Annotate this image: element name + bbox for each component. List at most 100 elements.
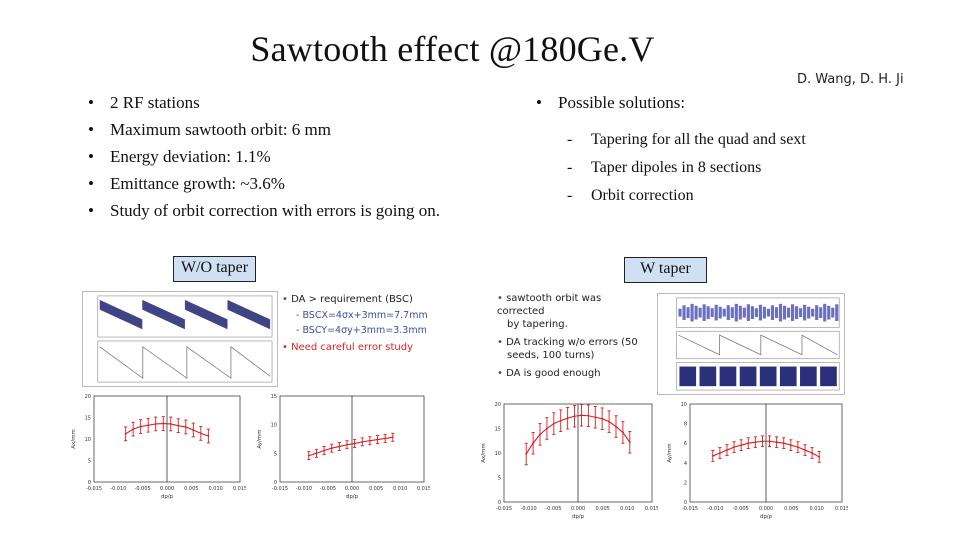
data-point xyxy=(782,442,785,445)
y-axis-label: Ax/mm xyxy=(71,429,77,449)
data-point xyxy=(718,452,721,454)
bullet-icon: • xyxy=(88,174,94,193)
orbit-bar xyxy=(714,304,718,321)
y-axis-label: Ay/mm xyxy=(257,429,263,448)
orbit-bar xyxy=(702,304,706,321)
data-point xyxy=(726,449,728,451)
slide-title: Sawtooth effect @180Ge.V xyxy=(250,29,655,69)
data-point xyxy=(775,441,778,444)
data-point xyxy=(147,424,150,427)
note-main: DA > requirement (BSC) xyxy=(291,294,413,305)
w-taper-label: W taper xyxy=(624,257,707,283)
orbit-bar xyxy=(742,307,746,318)
x-axis-label: dp/p xyxy=(572,514,585,520)
data-point xyxy=(559,419,562,422)
data-point xyxy=(754,441,757,444)
orbit-bar xyxy=(831,307,835,318)
orbit-bar xyxy=(803,304,807,321)
orbit-bar xyxy=(795,306,799,319)
wo-taper-orbit-plot xyxy=(82,291,278,387)
x-tick-label: 0.000 xyxy=(160,486,174,492)
x-tick-label: -0.005 xyxy=(320,486,336,492)
y-tick-label: 0 xyxy=(498,500,501,506)
orbit-bar xyxy=(766,308,771,317)
bullet-icon: • xyxy=(88,147,94,166)
x-tick-label: 0.015 xyxy=(645,506,658,512)
data-point xyxy=(768,440,771,443)
orbit-bar xyxy=(722,308,726,317)
data-point xyxy=(797,446,799,449)
solution-item: - Taper dipoles in 8 sections xyxy=(567,156,806,184)
orbit-bar xyxy=(754,308,758,318)
wo-taper-da-x-chart: -0.015 -0.010 -0.005 0.000 0.005 0.010 0.015 0 5… xyxy=(71,394,246,500)
x-tick-label: 0.000 xyxy=(759,506,773,512)
orbit-bar xyxy=(686,307,690,319)
orbit-bar xyxy=(738,305,742,320)
y-tick-label: 5 xyxy=(88,459,91,465)
data-point xyxy=(733,446,735,449)
x-tick-label: -0.005 xyxy=(733,506,749,512)
orbit-bar xyxy=(827,305,831,320)
note-seeds: seeds, 100 turns) xyxy=(507,350,595,361)
y-tick-label: 0 xyxy=(88,480,91,486)
energy-deviation-trace xyxy=(99,346,271,379)
solutions-list: - Tapering for all the quad and sext - Tap… xyxy=(567,128,806,212)
orbit-bar xyxy=(811,308,815,317)
left-bullet-item: • Study of orbit correction with errors i… xyxy=(88,201,441,220)
series-line xyxy=(308,436,393,457)
y-axis-label: Ax/mm xyxy=(481,443,487,463)
x-tick-label: 0.010 xyxy=(810,506,824,512)
y-tick-label: 0 xyxy=(684,500,687,506)
y-tick-label: 20 xyxy=(85,394,91,400)
data-point xyxy=(391,436,394,439)
solution-item: - Orbit correction xyxy=(567,184,806,212)
data-point xyxy=(353,442,356,445)
orbit-bar xyxy=(823,303,827,322)
left-bullet-item: • Maximum sawtooth orbit: 6 mm xyxy=(88,120,331,139)
y-tick-label: 20 xyxy=(495,402,501,408)
data-point xyxy=(566,417,569,420)
dipole-section xyxy=(679,366,697,387)
bullet-icon: • xyxy=(88,93,94,112)
x-tick-label: 0.015 xyxy=(417,486,430,492)
dipole-section xyxy=(759,366,777,387)
data-point xyxy=(615,425,617,428)
bullet-icon: • xyxy=(88,120,94,139)
data-point xyxy=(368,439,371,442)
orbit-bar xyxy=(815,305,819,320)
orbit-bar xyxy=(819,307,823,319)
note-corrected: sawtooth orbit was corrected xyxy=(497,293,602,317)
data-point xyxy=(804,449,806,451)
data-point xyxy=(761,440,764,443)
orbit-bar xyxy=(718,306,722,319)
left-bullet-item: • Emittance growth: ~3.6% xyxy=(88,174,285,193)
dipole-section xyxy=(739,366,757,387)
note-da-tracking: DA tracking w/o errors (50 xyxy=(506,337,638,348)
y-tick-label: 10 xyxy=(681,402,687,408)
orbit-bar xyxy=(698,307,702,318)
orbit-bar xyxy=(730,307,734,319)
x-tick-label: -0.010 xyxy=(521,506,537,512)
x-tick-label: 0.010 xyxy=(209,486,223,492)
series-line xyxy=(125,422,209,437)
data-point xyxy=(532,442,535,445)
dash-icon: - xyxy=(567,159,573,176)
dipole-taper-trace xyxy=(679,366,837,387)
data-point xyxy=(747,442,750,445)
orbit-bar xyxy=(710,308,714,318)
y-tick-label: 4 xyxy=(684,461,687,467)
x-tick-label: 0.000 xyxy=(571,506,585,512)
data-point xyxy=(132,428,135,431)
bullet-icon: • xyxy=(536,93,542,112)
data-point xyxy=(139,425,142,428)
data-point xyxy=(154,423,157,425)
data-point xyxy=(376,438,379,441)
note-bscx: - BSCX=4σx+3mm=7.7mm xyxy=(296,310,428,321)
orbit-bar xyxy=(690,303,694,322)
energy-deviation-trace xyxy=(678,334,838,356)
y-tick-label: 10 xyxy=(271,423,277,429)
data-point xyxy=(711,455,714,457)
dipole-section xyxy=(820,366,837,387)
x-tick-label: 0.010 xyxy=(620,506,634,512)
data-point xyxy=(124,432,127,435)
